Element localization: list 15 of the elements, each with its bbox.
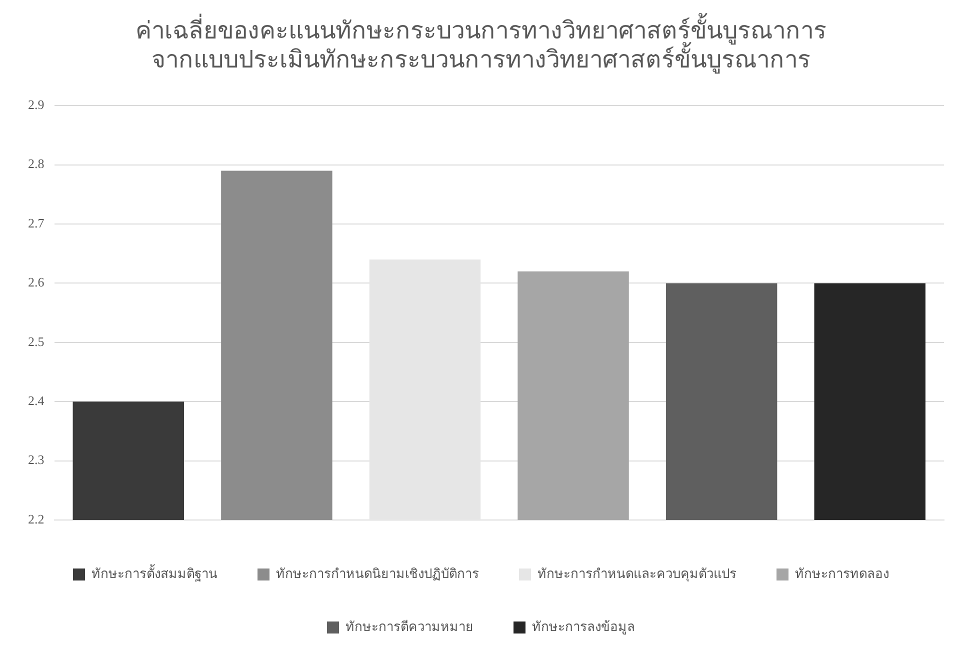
y-tick-label: 2.3 — [28, 452, 44, 468]
y-tick-label: 2.9 — [28, 97, 44, 112]
chart-title: ค่าเฉลี่ยของคะแนนทักษะกระบวนการทางวิทยาศาสตร์ขั้นบูรณาการ จากแบบประเมินทักษะกระบวนการทางวิทยาศาสตร์ขั้นบูรณาการ — [136, 12, 826, 74]
legend-label: ทักษะการทดลอง — [795, 566, 889, 581]
y-tick-label: 2.6 — [28, 274, 45, 290]
y-tick-label: 2.7 — [28, 215, 45, 230]
y-tick-label: 2.8 — [28, 156, 44, 172]
y-tick-label: 2.2 — [28, 511, 44, 526]
y-tick-label: 2.4 — [28, 393, 45, 408]
legend-label: ทักษะการกำหนดนิยามเชิงปฏิบัติการ — [276, 566, 479, 581]
y-tick-label: 2.5 — [28, 334, 44, 349]
legend-label: ทักษะการลงข้อมูล — [532, 618, 635, 635]
legend-label: ทักษะการตั้งสมมติฐาน — [92, 564, 218, 582]
legend-label: ทักษะการกำหนดและควบคุมตัวแปร — [538, 566, 736, 582]
legend-label: ทักษะการตีความหมาย — [346, 618, 474, 634]
